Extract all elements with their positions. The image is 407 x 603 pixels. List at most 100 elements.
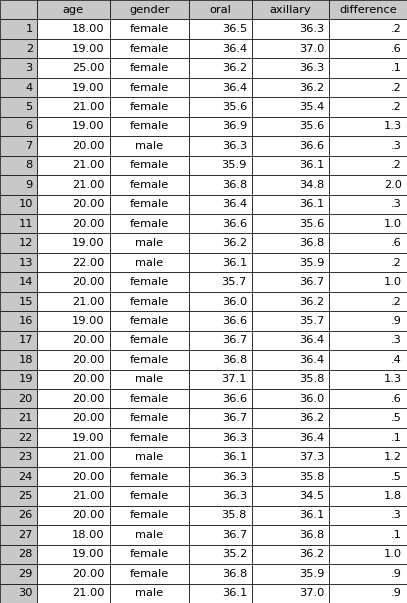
Bar	[0, 195, 37, 214]
Bar	[189, 39, 252, 58]
Bar	[330, 350, 407, 370]
Bar	[189, 428, 252, 447]
Bar	[37, 253, 109, 273]
Bar	[109, 78, 189, 97]
Text: 9: 9	[26, 180, 33, 190]
Bar	[252, 195, 330, 214]
Text: female: female	[129, 199, 169, 209]
Text: 1.3: 1.3	[384, 374, 402, 384]
Bar	[189, 195, 252, 214]
Text: .1: .1	[391, 433, 402, 443]
Text: 37.0: 37.0	[299, 589, 324, 598]
Text: .5: .5	[391, 472, 402, 482]
Bar	[37, 175, 109, 195]
Text: 10: 10	[18, 199, 33, 209]
Bar	[252, 330, 330, 350]
Bar	[252, 0, 330, 19]
Bar	[37, 78, 109, 97]
Bar	[109, 39, 189, 58]
Text: 36.1: 36.1	[299, 160, 324, 170]
Text: 35.6: 35.6	[222, 102, 247, 112]
Bar	[0, 0, 37, 19]
Bar	[0, 311, 37, 330]
Text: 21.00: 21.00	[72, 102, 105, 112]
Text: 36.6: 36.6	[222, 219, 247, 229]
Bar	[330, 58, 407, 78]
Bar	[330, 39, 407, 58]
Text: 36.6: 36.6	[222, 394, 247, 404]
Bar	[37, 156, 109, 175]
Text: 22.00: 22.00	[72, 257, 105, 268]
Text: 1.3: 1.3	[384, 121, 402, 131]
Text: 2.0: 2.0	[384, 180, 402, 190]
Bar	[189, 58, 252, 78]
Bar	[330, 253, 407, 273]
Text: female: female	[129, 277, 169, 287]
Text: 36.4: 36.4	[222, 199, 247, 209]
Bar	[330, 97, 407, 117]
Text: 30: 30	[18, 589, 33, 598]
Bar	[330, 525, 407, 545]
Bar	[189, 233, 252, 253]
Text: .3: .3	[391, 199, 402, 209]
Bar	[330, 214, 407, 233]
Bar	[109, 233, 189, 253]
Bar	[37, 97, 109, 117]
Text: 1.0: 1.0	[384, 277, 402, 287]
Text: .5: .5	[391, 413, 402, 423]
Text: female: female	[129, 433, 169, 443]
Text: 36.7: 36.7	[222, 530, 247, 540]
Text: 24: 24	[19, 472, 33, 482]
Bar	[252, 370, 330, 389]
Text: 36.2: 36.2	[222, 238, 247, 248]
Text: 35.2: 35.2	[222, 549, 247, 560]
Bar	[0, 370, 37, 389]
Bar	[189, 447, 252, 467]
Text: 20: 20	[18, 394, 33, 404]
Bar	[109, 311, 189, 330]
Text: 36.6: 36.6	[222, 316, 247, 326]
Bar	[37, 19, 109, 39]
Text: 36.4: 36.4	[300, 335, 324, 346]
Bar	[189, 117, 252, 136]
Text: 1.8: 1.8	[384, 491, 402, 501]
Text: .6: .6	[391, 394, 402, 404]
Text: male: male	[135, 530, 163, 540]
Bar	[37, 39, 109, 58]
Text: 36.3: 36.3	[222, 141, 247, 151]
Text: female: female	[129, 472, 169, 482]
Text: 28: 28	[18, 549, 33, 560]
Text: 36.2: 36.2	[300, 413, 324, 423]
Bar	[330, 545, 407, 564]
Text: 36.7: 36.7	[222, 335, 247, 346]
Text: 36.9: 36.9	[222, 121, 247, 131]
Bar	[189, 292, 252, 311]
Text: 36.1: 36.1	[299, 511, 324, 520]
Bar	[252, 58, 330, 78]
Text: 36.2: 36.2	[300, 83, 324, 92]
Text: .2: .2	[391, 257, 402, 268]
Text: 19.00: 19.00	[72, 83, 105, 92]
Text: 19: 19	[18, 374, 33, 384]
Bar	[37, 117, 109, 136]
Text: 18.00: 18.00	[72, 24, 105, 34]
Text: female: female	[129, 316, 169, 326]
Text: male: male	[135, 589, 163, 598]
Bar	[109, 97, 189, 117]
Text: male: male	[135, 452, 163, 462]
Bar	[109, 273, 189, 292]
Text: 36.3: 36.3	[222, 491, 247, 501]
Bar	[252, 408, 330, 428]
Bar	[252, 97, 330, 117]
Bar	[189, 273, 252, 292]
Text: 25: 25	[18, 491, 33, 501]
Text: axillary: axillary	[270, 5, 312, 14]
Text: 20.00: 20.00	[72, 355, 105, 365]
Bar	[252, 156, 330, 175]
Bar	[330, 78, 407, 97]
Bar	[330, 370, 407, 389]
Text: 36.5: 36.5	[222, 24, 247, 34]
Text: 36.8: 36.8	[222, 355, 247, 365]
Bar	[0, 78, 37, 97]
Bar	[330, 0, 407, 19]
